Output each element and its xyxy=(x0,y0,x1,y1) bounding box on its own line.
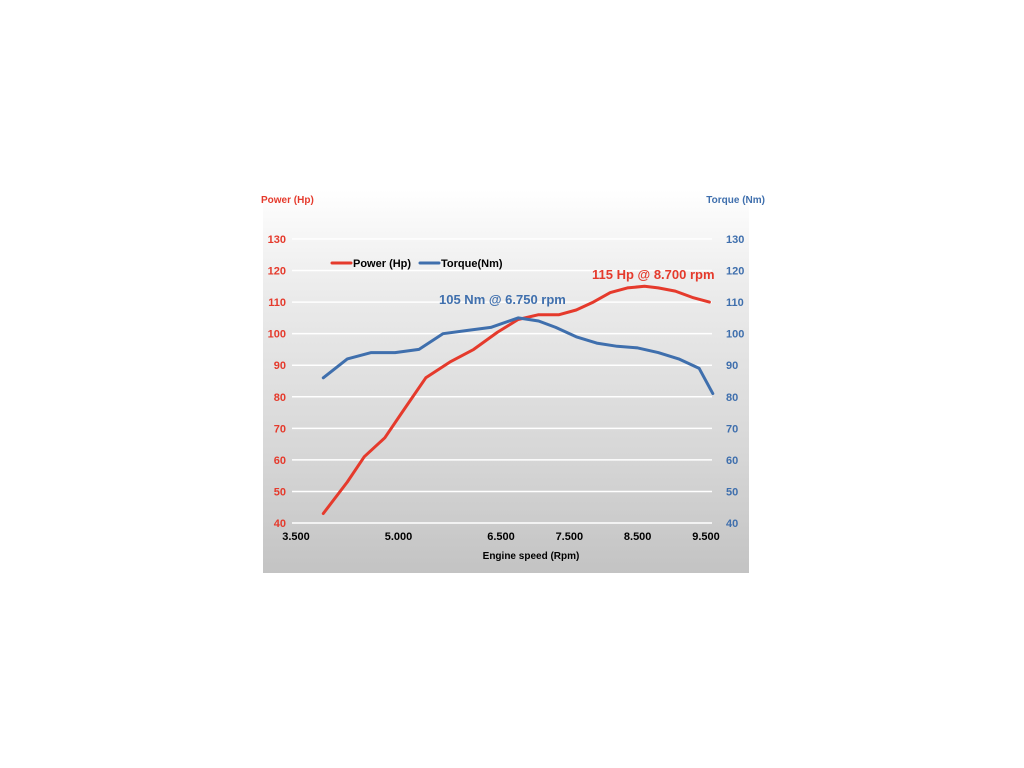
right-y-tick-label: 100 xyxy=(726,329,744,341)
left-axis-ticks: 40 50 60 70 80 90 100 110 120 130 xyxy=(268,234,286,530)
right-axis-title: Torque (Nm) xyxy=(706,195,765,206)
left-y-tick-label: 110 xyxy=(268,297,286,309)
torque-peak-annotation: 105 Nm @ 6.750 rpm xyxy=(439,292,566,307)
x-tick-label: 6.500 xyxy=(487,531,515,543)
legend-torque-label: Torque(Nm) xyxy=(441,258,503,270)
right-y-tick-label: 130 xyxy=(726,234,744,246)
x-tick-label: 9.500 xyxy=(692,531,720,543)
left-axis-title: Power (Hp) xyxy=(261,195,314,206)
x-tick-label: 8.500 xyxy=(624,531,652,543)
left-y-tick-label: 60 xyxy=(274,455,286,467)
left-y-tick-label: 80 xyxy=(274,392,286,404)
left-y-tick-label: 50 xyxy=(274,486,286,498)
left-y-tick-label: 100 xyxy=(268,329,286,341)
right-y-tick-label: 110 xyxy=(726,297,744,309)
x-tick-label: 5.000 xyxy=(385,531,413,543)
left-y-tick-label: 40 xyxy=(274,518,286,530)
chart-background xyxy=(263,190,749,573)
right-y-tick-label: 40 xyxy=(726,518,738,530)
power-series-line xyxy=(321,284,711,515)
power-peak-annotation: 115 Hp @ 8.700 rpm xyxy=(592,267,715,282)
right-y-tick-label: 70 xyxy=(726,423,738,435)
left-y-tick-label: 70 xyxy=(274,423,286,435)
series-lines xyxy=(321,284,715,515)
x-tick-label: 7.500 xyxy=(556,531,584,543)
legend-power-label: Power (Hp) xyxy=(353,258,411,270)
x-axis-title: Engine speed (Rpm) xyxy=(483,551,580,562)
torque-series-line xyxy=(321,316,715,396)
left-y-tick-label: 90 xyxy=(274,360,286,372)
right-y-tick-label: 80 xyxy=(726,392,738,404)
legend: Power (Hp) Torque(Nm) xyxy=(330,258,503,270)
x-tick-label: 3.500 xyxy=(282,531,310,543)
left-y-tick-label: 130 xyxy=(268,234,286,246)
right-y-tick-label: 50 xyxy=(726,486,738,498)
right-y-tick-label: 60 xyxy=(726,455,738,467)
right-axis-ticks: 40 50 60 70 80 90 100 110 120 130 xyxy=(726,234,744,530)
left-y-tick-label: 120 xyxy=(268,266,286,278)
right-y-tick-label: 120 xyxy=(726,266,744,278)
right-y-tick-label: 90 xyxy=(726,360,738,372)
x-axis-ticks: 3.500 5.000 6.500 7.500 8.500 9.500 xyxy=(282,531,720,543)
